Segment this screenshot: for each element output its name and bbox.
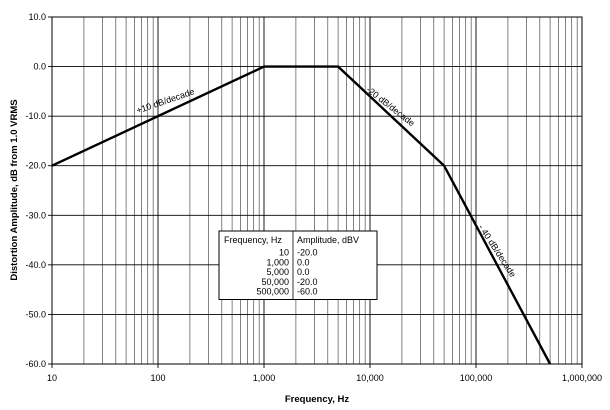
table-cell-frequency: 1,000: [266, 257, 289, 267]
x-tick-labels: 10 100 1,000 10,000 100,000 1,000,000: [47, 373, 602, 383]
table-cell-frequency: 5,000: [266, 267, 289, 277]
table-box: [218, 230, 378, 300]
y-tick-label: -50.0: [25, 309, 46, 319]
x-tick-label: 100,000: [460, 373, 493, 383]
table-cell-amplitude: 0.0: [297, 257, 310, 267]
x-tick-label: 10,000: [356, 373, 384, 383]
y-axis-title: Distortion Amplitude, dB from 1.0 VRMS: [9, 99, 20, 280]
table-cell-frequency: 50,000: [261, 277, 289, 287]
x-axis-title: Frequency, Hz: [285, 394, 349, 405]
x-tick-label: 1,000: [253, 373, 276, 383]
y-tick-label: -10.0: [25, 111, 46, 121]
data-table: Frequency, Hz Amplitude, dBV 10 -20.0 1,000 0…: [218, 230, 378, 300]
table-cell-frequency: 500,000: [256, 287, 289, 297]
y-tick-label: -20.0: [25, 161, 46, 171]
grid-minor: [83, 17, 578, 364]
plot-background: [52, 17, 582, 364]
plot-frame: [51, 16, 583, 365]
x-tick-label: 10: [47, 373, 57, 383]
x-tick-label: 100: [150, 373, 165, 383]
table-cell-amplitude: -20.0: [297, 277, 318, 287]
table-cell-frequency: 10: [279, 248, 289, 258]
y-tick-label: -60.0: [25, 359, 46, 369]
y-tick-labels: 10.0 0.0 -10.0 -20.0 -30.0 -40.0 -50.0 -60.0: [25, 12, 46, 369]
table-header-amplitude: Amplitude, dBV: [297, 235, 359, 245]
series-layer: [51, 65, 552, 365]
y-tick-label: 10.0: [28, 12, 46, 22]
y-tick-label: -40.0: [25, 260, 46, 270]
series-line: [51, 65, 552, 365]
x-tick-label: 1,000,000: [562, 373, 602, 383]
y-tick-label: -30.0: [25, 210, 46, 220]
table-cell-amplitude: 0.0: [297, 267, 310, 277]
y-tick-label: 0.0: [33, 62, 46, 72]
table-cell-amplitude: -60.0: [297, 287, 318, 297]
table-header-frequency: Frequency, Hz: [224, 235, 282, 245]
table-cell-amplitude: -20.0: [297, 248, 318, 258]
